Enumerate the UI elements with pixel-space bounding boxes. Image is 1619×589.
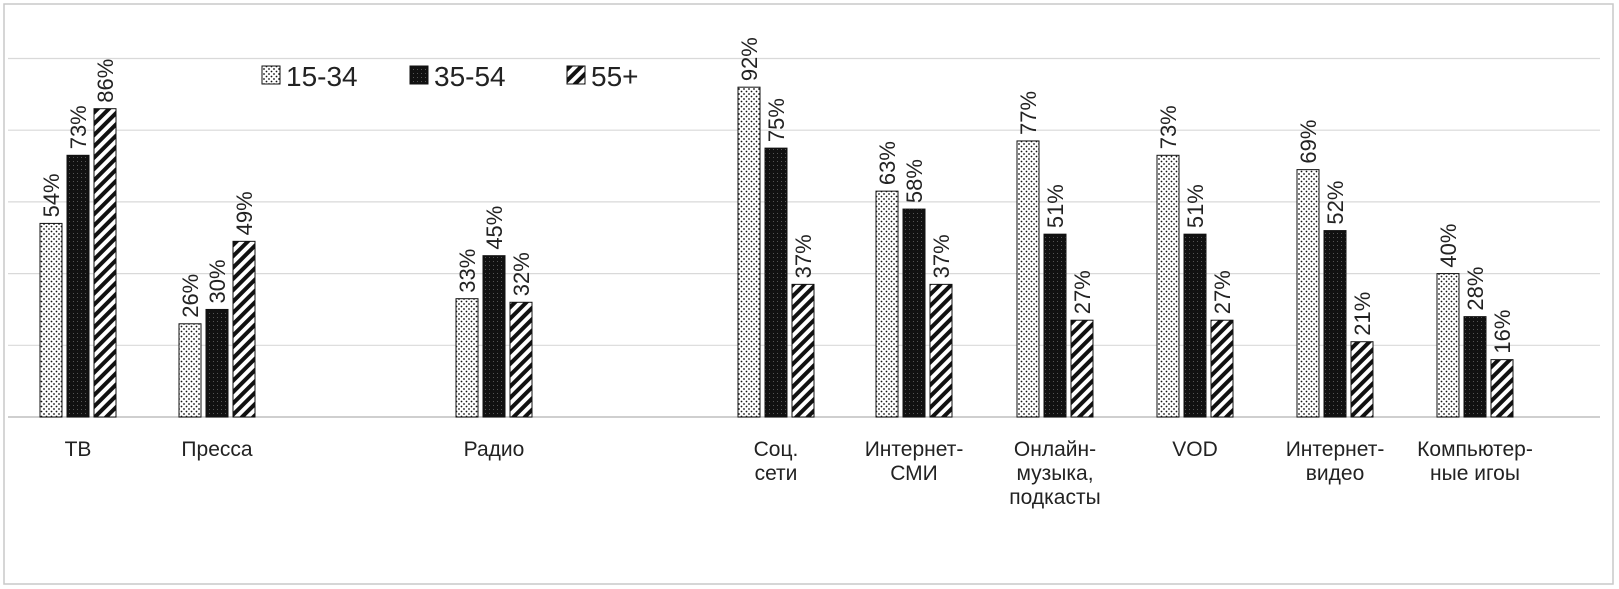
bar-35-54-4 (902, 208, 926, 418)
category-label: видео (1306, 462, 1365, 485)
bar-35-54-6 (1183, 233, 1207, 418)
bar-15-34-4 (875, 190, 899, 418)
bar-15-34-3 (737, 86, 761, 418)
data-label: 37% (929, 234, 954, 278)
bar-55+-1 (232, 240, 256, 418)
data-label: 73% (66, 105, 91, 149)
data-label: 40% (1436, 224, 1461, 268)
data-label: 86% (93, 59, 118, 103)
data-label: 32% (509, 252, 534, 296)
bars (39, 86, 1514, 418)
bar-15-34-0 (39, 222, 63, 418)
category-label: сети (755, 462, 798, 485)
category-labels: ТВ Пресса Радио Соц.сетиИнтернет-СМИОнлайн-… (65, 438, 1533, 509)
legend-swatch (409, 65, 429, 85)
bar-55+-5 (1070, 319, 1094, 418)
data-label: 45% (482, 206, 507, 250)
legend-swatch (566, 65, 586, 85)
category-label: ТВ (65, 438, 92, 461)
data-label: 16% (1490, 310, 1515, 354)
data-label: 69% (1296, 120, 1321, 164)
data-label: 27% (1070, 270, 1095, 314)
bar-35-54-8 (1463, 316, 1487, 418)
category-label: Онлайн- (1014, 438, 1096, 461)
data-label: 75% (764, 98, 789, 142)
data-label: 33% (455, 249, 480, 293)
category-label: Радио (464, 438, 525, 461)
bar-35-54-7 (1323, 230, 1347, 418)
bar-55+-4 (929, 283, 953, 418)
data-label: 30% (205, 259, 230, 303)
data-label: 51% (1183, 184, 1208, 228)
category-label: Пресса (181, 438, 252, 461)
category-label: Соц. (754, 438, 799, 461)
data-label: 37% (791, 234, 816, 278)
data-label: 26% (178, 274, 203, 318)
legend: 15-34 35-54 55+ (261, 61, 639, 92)
bar-55+-6 (1210, 319, 1234, 418)
bar-15-34-5 (1016, 140, 1040, 418)
category-label: Интернет- (865, 438, 964, 461)
bar-35-54-2 (482, 255, 506, 418)
data-label: 28% (1463, 267, 1488, 311)
category-label: Интернет- (1286, 438, 1385, 461)
data-label: 73% (1156, 105, 1181, 149)
bar-55+-8 (1490, 359, 1514, 418)
bar-35-54-0 (66, 154, 90, 418)
category-label: подкасты (1009, 486, 1100, 509)
category-label: музыка, (1016, 462, 1093, 485)
legend-label: 35-54 (434, 61, 506, 92)
bar-35-54-3 (764, 147, 788, 418)
data-label: 54% (39, 173, 64, 217)
category-label: Компьютер- (1417, 438, 1533, 461)
legend-label: 15-34 (286, 61, 358, 92)
bar-35-54-1 (205, 308, 229, 418)
category-label: СМИ (890, 462, 938, 485)
category-label: VOD (1172, 438, 1218, 461)
data-label: 92% (737, 37, 762, 81)
bar-55+-7 (1350, 341, 1374, 418)
data-label: 21% (1350, 292, 1375, 336)
bar-35-54-5 (1043, 233, 1067, 418)
bar-15-34-2 (455, 298, 479, 418)
data-label: 51% (1043, 184, 1068, 228)
bar-55+-0 (93, 108, 117, 418)
value-labels: 54% 26% 33% 92% 63% 77% 73% 69% 40% 73% 30% 45% 75% 5… (39, 37, 1515, 354)
bar-15-34-6 (1156, 154, 1180, 418)
bar-55+-2 (509, 301, 533, 418)
data-label: 77% (1016, 91, 1041, 135)
data-label: 63% (875, 141, 900, 185)
data-label: 27% (1210, 270, 1235, 314)
data-label: 49% (232, 191, 257, 235)
category-label: ные игоы (1430, 462, 1520, 485)
data-label: 58% (902, 159, 927, 203)
bar-15-34-1 (178, 323, 202, 418)
bar-15-34-7 (1296, 169, 1320, 418)
legend-label: 55+ (591, 61, 639, 92)
legend-swatch (261, 65, 281, 85)
bar-15-34-8 (1436, 273, 1460, 418)
data-label: 52% (1323, 181, 1348, 225)
bar-55+-3 (791, 283, 815, 418)
